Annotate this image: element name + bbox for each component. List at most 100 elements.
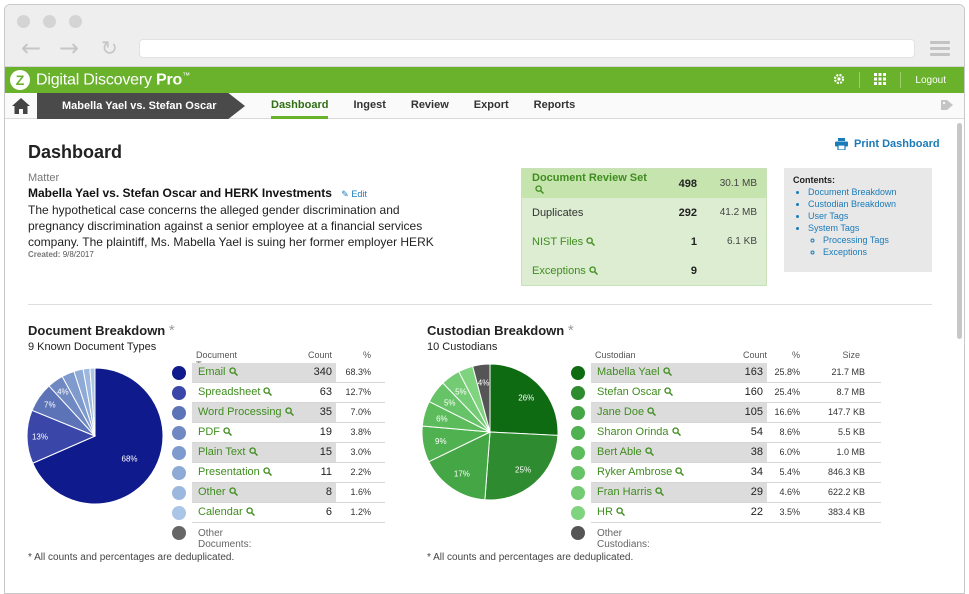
page-scrollbar[interactable] [957, 123, 962, 339]
row-divider [591, 422, 881, 423]
apps-grid-icon[interactable] [874, 72, 887, 88]
legend-percent: 1.6% [350, 487, 371, 497]
pie-slice-label: 7% [44, 401, 56, 410]
legend-item-link[interactable]: HR [591, 503, 725, 522]
row-divider [591, 482, 881, 483]
stat-name[interactable]: Document Review Set [522, 172, 652, 196]
contents-sublist: Processing TagsExceptions [808, 234, 923, 258]
row-divider [192, 422, 385, 423]
document-type-pie-chart: 68% 13% 7%4% [26, 367, 164, 505]
row-divider [591, 402, 881, 403]
contents-link[interactable]: Document Breakdown [808, 186, 923, 198]
tag-icon[interactable] [940, 99, 954, 114]
tab-review[interactable]: Review [410, 99, 449, 111]
legend-item-link[interactable]: Mabella Yael [591, 363, 725, 382]
stat-name[interactable]: NIST Files [522, 236, 652, 248]
legend-item-link[interactable]: PDF [192, 423, 294, 442]
dashboard-content: Dashboard Print Dashboard Matter Mabella… [5, 120, 964, 593]
window-minimize-dot[interactable] [43, 15, 56, 28]
search-icon [644, 447, 654, 456]
edit-matter-link[interactable]: ✎ Edit [341, 189, 367, 199]
logout-link[interactable]: Logout [915, 74, 946, 86]
legend-item-link[interactable]: Fran Harris [591, 483, 725, 502]
app-name: Digital Discovery [36, 71, 152, 89]
pie-slice-jane-doe[interactable] [428, 431, 491, 501]
tab-reports[interactable]: Reports [533, 99, 576, 111]
stat-row[interactable]: Exceptions 9 [522, 256, 766, 285]
pie-slice-email[interactable] [32, 367, 164, 505]
search-icon [535, 184, 544, 194]
pie-slice-mabella-yael[interactable] [489, 363, 559, 436]
legend-item-link[interactable]: Jane Doe [591, 403, 725, 422]
legend-other-label: Other Documents: [198, 528, 252, 550]
legend-item-link[interactable]: Plain Text [192, 443, 294, 462]
stat-row[interactable]: Document Review Set 498 30.1 MB [522, 169, 766, 198]
legend-count: 6 [325, 506, 332, 518]
legend-size: 383.4 KB [827, 507, 865, 517]
stat-row[interactable]: NIST Files 1 6.1 KB [522, 227, 766, 256]
tab-ingest[interactable]: Ingest [353, 99, 386, 111]
window-close-dot[interactable] [17, 15, 30, 28]
legend-item-link[interactable]: Presentation [192, 463, 294, 482]
matter-label: Matter [28, 172, 60, 184]
contents-link[interactable]: System TagsProcessing TagsExceptions [808, 222, 923, 258]
legend-color-dot [172, 486, 186, 500]
forward-arrow-icon[interactable]: → [59, 34, 80, 62]
settings-gear-icon[interactable] [833, 73, 845, 88]
legend-color-dot [571, 506, 585, 520]
legend-item-link[interactable]: Word Processing [192, 403, 294, 422]
stat-size: 30.1 MB [719, 178, 757, 189]
document-breakdown-subtitle: 9 Known Document Types [28, 341, 157, 353]
pie-slice-calendar[interactable] [89, 367, 96, 437]
tab-export[interactable]: Export [473, 99, 509, 111]
legend-count: 38 [725, 443, 767, 462]
legend-item-link[interactable]: Calendar [192, 503, 294, 522]
contents-sublink[interactable]: Exceptions [823, 246, 923, 258]
legend-size: 5.5 KB [837, 427, 865, 437]
app-name-bold: Pro [156, 71, 183, 89]
browser-menu-icon[interactable] [930, 41, 950, 59]
stat-name-text: Exceptions [532, 264, 586, 277]
pie-slice-other-custodians[interactable] [472, 363, 491, 433]
reload-icon[interactable]: ↻ [101, 36, 118, 60]
legend-item-link[interactable]: Stefan Oscar [591, 383, 725, 402]
pencil-icon: ✎ [341, 189, 349, 199]
legend-count: 63 [319, 386, 332, 398]
breadcrumb-matter[interactable]: Mabella Yael vs. Stefan Oscar and... [37, 93, 245, 119]
address-bar[interactable] [139, 39, 915, 58]
matter-name: Mabella Yael vs. Stefan Oscar and HERK I… [28, 186, 367, 200]
pie-slice-stefan-oscar[interactable] [484, 431, 559, 501]
legend-color-dot [172, 366, 186, 380]
row-divider [591, 382, 881, 383]
main-tabs: Dashboard Ingest Review Export Reports [271, 93, 600, 119]
legend-item-label: HR [597, 506, 613, 518]
back-arrow-icon[interactable]: ← [21, 34, 42, 62]
legend-color-dot [172, 446, 186, 460]
tab-dashboard[interactable]: Dashboard [271, 93, 329, 119]
legend-item-link[interactable]: Bert Able [591, 443, 725, 462]
stat-name[interactable]: Exceptions [522, 265, 652, 277]
home-button[interactable] [5, 93, 37, 119]
legend-item-link[interactable]: Email [192, 363, 294, 382]
window-maximize-dot[interactable] [69, 15, 82, 28]
legend-item-link[interactable]: Spreadsheet [192, 383, 294, 402]
legend-count: 163 [725, 363, 767, 382]
edit-label: Edit [351, 189, 367, 199]
contents-sublink[interactable]: Processing Tags [823, 234, 923, 246]
legend-item-label: Ryker Ambrose [597, 466, 673, 478]
stat-count: 1 [690, 235, 697, 248]
contents-list: Document BreakdownCustodian BreakdownUse… [793, 186, 923, 258]
created-date: Created: 9/8/2017 [28, 250, 94, 259]
legend-percent: 6.0% [779, 447, 800, 457]
contents-link[interactable]: User Tags [808, 210, 923, 222]
legend-color-dot [172, 426, 186, 440]
contents-link[interactable]: Custodian Breakdown [808, 198, 923, 210]
printer-icon [835, 138, 848, 150]
legend-item-link[interactable]: Ryker Ambrose [591, 463, 725, 482]
legend-item-link[interactable]: Other [192, 483, 294, 502]
browser-window: ← → ↻ Z Digital Discovery Pro™ Logout Ma… [4, 4, 965, 594]
print-dashboard-button[interactable]: Print Dashboard [835, 138, 940, 150]
legend-color-dot [172, 506, 186, 520]
legend-item-link[interactable]: Sharon Orinda [591, 423, 725, 442]
row-divider [591, 502, 881, 503]
